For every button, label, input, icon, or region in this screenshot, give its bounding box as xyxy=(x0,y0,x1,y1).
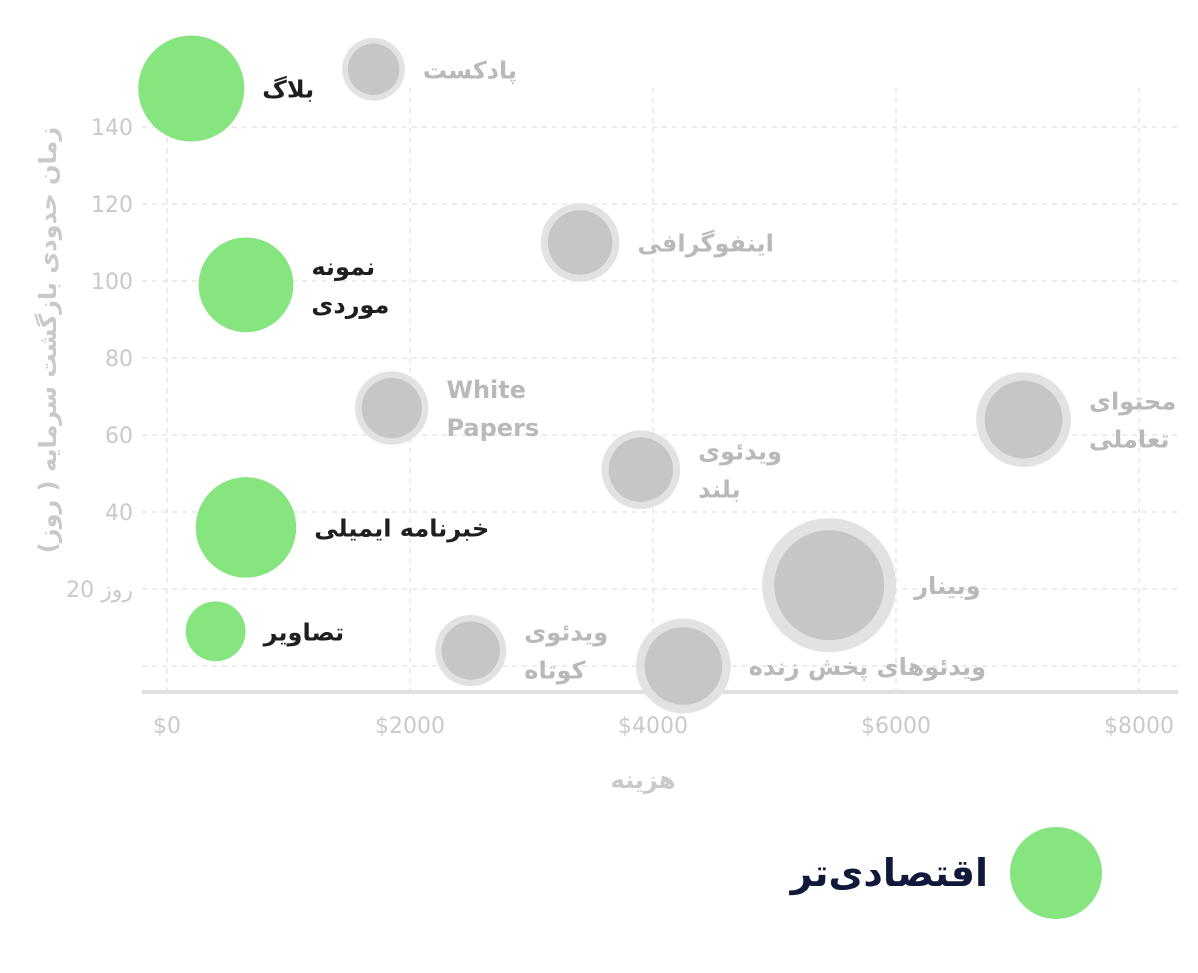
legend: اقتصادی‌تر xyxy=(789,827,1102,919)
bubble-label: خبرنامه ایمیلی xyxy=(314,514,489,542)
bubble-label: پادکست xyxy=(423,56,517,84)
y-tick-label: 40 xyxy=(105,501,133,526)
x-tick-label: $8000 xyxy=(1104,714,1174,739)
y-axis-title: زمان حدودی بازگشت سرمایه ( روز) xyxy=(34,127,62,553)
bubble-label: نمونه xyxy=(311,253,375,281)
bubble xyxy=(608,437,674,502)
bubble-label: موردی xyxy=(311,291,389,319)
bubble-label: وبینار xyxy=(913,572,980,600)
bubble xyxy=(347,43,400,95)
bubble-label: بلاگ xyxy=(262,76,314,104)
legend-swatch xyxy=(1010,827,1102,919)
y-tick-label: 120 xyxy=(91,193,133,218)
bubble-label: Papers xyxy=(446,414,539,442)
bubble xyxy=(547,210,613,275)
bubbles xyxy=(138,35,1071,714)
x-tick-label: $0 xyxy=(153,714,181,739)
y-tick-label: 60 xyxy=(105,424,133,449)
bubble xyxy=(361,377,422,439)
bubble-label: تعاملی xyxy=(1089,426,1170,454)
bubble xyxy=(644,627,723,705)
bubble xyxy=(195,477,297,578)
bubble xyxy=(138,35,245,142)
bubble-label: ویدئوی xyxy=(524,619,608,647)
bubble xyxy=(441,621,500,680)
bubble-label: اینفوگرافی xyxy=(637,230,773,258)
y-tick-label: 20 روز xyxy=(66,578,133,603)
y-tick-label: 80 xyxy=(105,347,133,372)
bubble-label: تصاویر xyxy=(263,618,345,646)
y-tick-label: 100 xyxy=(91,270,133,295)
bubble xyxy=(774,530,885,641)
y-tick-label: 140 xyxy=(91,116,133,141)
bubble-labels: بلاگ پادکست اینفوگرافی نمونه موردی White Paper… xyxy=(262,56,1176,684)
axes: $0 $2000 $4000 $6000 $8000 20 روز 40 60 80 100 120… xyxy=(34,116,1178,794)
grid-lines xyxy=(142,88,1178,692)
x-axis-title: هزینه xyxy=(611,766,676,794)
bubble-label: کوتاه xyxy=(524,657,585,685)
x-tick-label: $2000 xyxy=(375,714,445,739)
bubble-label: ویدئوهای پخش زنده xyxy=(749,653,986,681)
bubble-label: محتوای xyxy=(1089,388,1176,416)
bubble xyxy=(185,601,246,662)
bubble-label: White xyxy=(446,376,526,404)
bubble-label: ویدئوی xyxy=(698,438,782,466)
bubble xyxy=(984,380,1063,459)
x-tick-label: $6000 xyxy=(861,714,931,739)
legend-label: اقتصادی‌تر xyxy=(789,851,988,895)
bubble-label: بلند xyxy=(698,476,740,504)
x-tick-label: $4000 xyxy=(618,714,688,739)
bubble xyxy=(198,237,294,333)
